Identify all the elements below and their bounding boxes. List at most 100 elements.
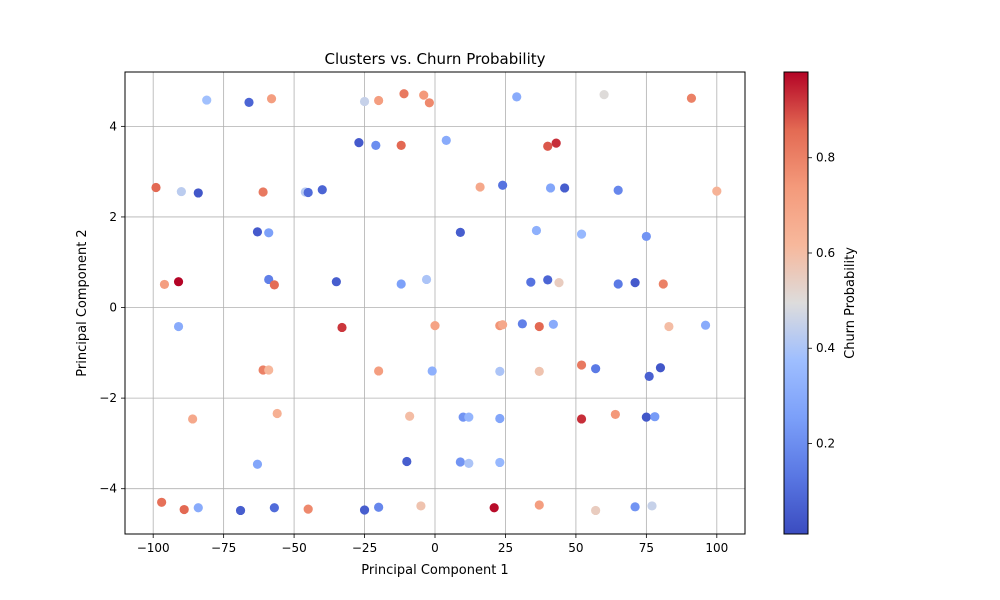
data-point	[337, 322, 347, 333]
data-point	[512, 92, 522, 102]
x-tick-label: 0	[431, 541, 439, 555]
data-point	[610, 409, 620, 420]
data-point	[235, 505, 246, 516]
data-point	[551, 138, 561, 148]
data-point	[416, 501, 426, 511]
data-point	[331, 277, 341, 287]
data-point	[650, 412, 660, 422]
data-point	[371, 140, 381, 150]
colorbar-label: Churn Probability	[843, 247, 858, 359]
data-point	[534, 500, 544, 510]
data-point	[157, 497, 167, 507]
data-point	[464, 412, 474, 422]
data-point	[495, 457, 505, 468]
data-point	[591, 364, 601, 374]
data-point	[303, 187, 313, 198]
colorbar-tick-label: 0.6	[816, 246, 835, 260]
x-tick-label: 100	[705, 541, 728, 555]
data-point	[188, 414, 198, 424]
data-point	[599, 90, 609, 100]
data-point	[641, 231, 651, 242]
data-point	[543, 275, 553, 285]
y-axis-label: Principal Component 2	[75, 229, 90, 376]
data-point	[427, 366, 437, 376]
data-point	[543, 141, 553, 151]
y-tick-label: 2	[109, 210, 117, 224]
data-point	[396, 140, 406, 150]
data-point	[258, 187, 268, 197]
data-point	[266, 94, 277, 104]
data-point	[534, 366, 544, 376]
y-tick-label: 0	[109, 301, 117, 315]
x-tick-label: −100	[137, 541, 170, 555]
data-point	[359, 96, 370, 107]
data-point	[534, 321, 544, 332]
chart-title: Clusters vs. Churn Probability	[324, 50, 545, 68]
data-point	[464, 458, 474, 468]
data-point	[264, 228, 274, 238]
data-point	[179, 504, 189, 515]
data-point	[193, 188, 203, 198]
x-tick-label: 50	[568, 541, 583, 555]
data-point	[489, 503, 499, 513]
data-point	[712, 186, 722, 196]
colorbar-tick-label: 0.2	[816, 437, 835, 451]
colorbar-tick-label: 0.4	[816, 341, 835, 355]
data-point	[658, 279, 668, 289]
data-point	[526, 277, 536, 287]
data-point	[244, 97, 254, 107]
data-point	[630, 502, 640, 512]
data-point	[700, 320, 711, 330]
data-point	[176, 186, 186, 197]
data-point	[455, 457, 465, 467]
data-point	[374, 95, 384, 106]
x-tick-label: 75	[639, 541, 654, 555]
data-point	[193, 503, 203, 513]
data-point	[303, 504, 313, 514]
data-point	[630, 278, 640, 288]
data-point	[576, 414, 587, 424]
data-point	[647, 501, 657, 511]
data-point	[495, 366, 505, 376]
x-axis-label: Principal Component 1	[361, 563, 508, 578]
data-point	[655, 363, 666, 373]
data-point	[548, 319, 558, 329]
data-point	[554, 278, 564, 288]
data-point	[419, 90, 429, 100]
data-point	[252, 227, 263, 237]
y-tick-label: 4	[109, 119, 117, 133]
x-tick-label: −25	[352, 541, 377, 555]
data-point	[173, 321, 184, 332]
scatter-points	[151, 89, 722, 516]
data-point	[613, 279, 623, 289]
data-point	[264, 365, 274, 375]
data-point	[644, 371, 654, 381]
x-tick-label: −75	[211, 541, 236, 555]
data-point	[455, 227, 465, 237]
data-point	[498, 180, 508, 190]
data-point	[159, 279, 170, 290]
data-point	[664, 321, 674, 332]
data-point	[531, 225, 542, 236]
data-point	[252, 459, 263, 469]
x-tick-label: −50	[281, 541, 306, 555]
data-point	[495, 413, 505, 424]
data-point	[517, 319, 527, 329]
x-tick-label: 25	[498, 541, 513, 555]
data-point	[430, 321, 440, 331]
data-point	[269, 503, 279, 513]
data-point	[560, 183, 570, 193]
data-point	[202, 95, 212, 105]
data-point	[441, 135, 451, 145]
data-point	[576, 360, 587, 370]
data-point	[396, 279, 406, 289]
x-axis-ticks: −100 −75 −50 −25 0 25 50 75 100	[137, 534, 728, 555]
y-axis-ticks: −4 −2 0 2 4	[99, 119, 125, 496]
grid-lines	[125, 72, 745, 534]
data-point	[374, 502, 384, 512]
y-tick-label: −4	[99, 482, 117, 496]
data-point	[424, 98, 434, 108]
data-point	[591, 505, 601, 516]
data-point	[641, 412, 651, 422]
